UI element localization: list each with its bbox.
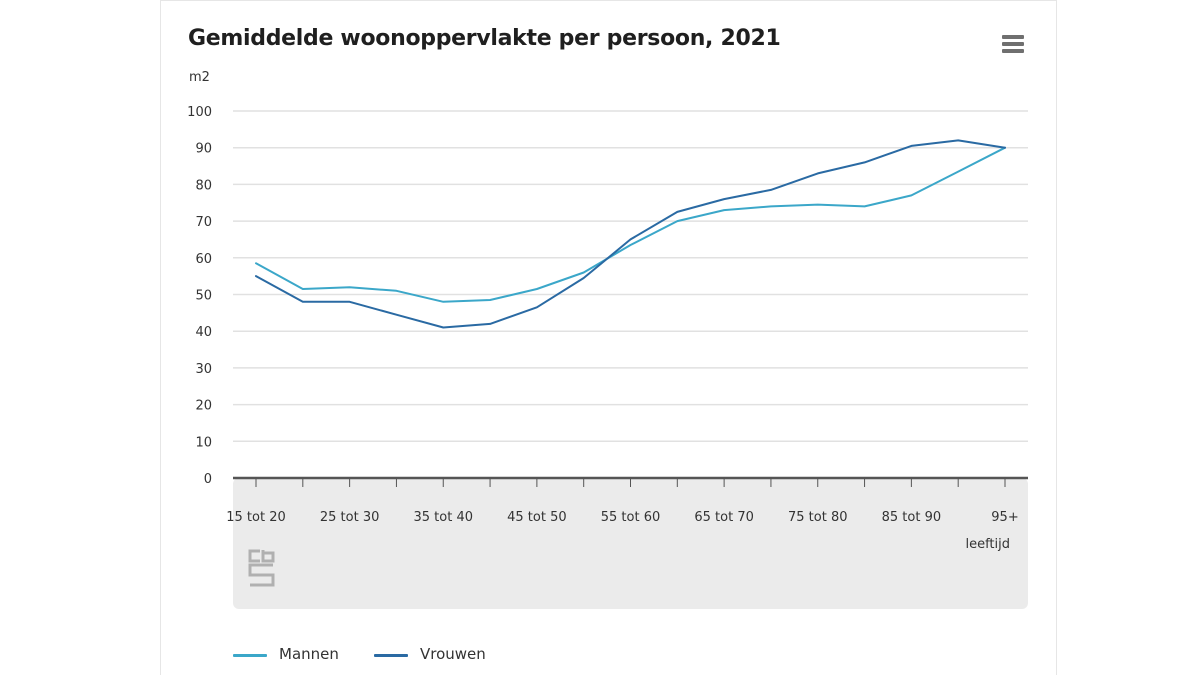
frame-right-border [1056, 0, 1057, 675]
y-tick-label-0: 0 [204, 472, 212, 487]
legend-label-mannen: Mannen [279, 645, 339, 663]
frame-left-border [160, 0, 161, 675]
cbs-logo [248, 549, 275, 587]
series-line-vrouwen [255, 139, 1006, 329]
x-tick-label: 95+ [991, 510, 1018, 525]
chart-title: Gemiddelde woonoppervlakte per persoon, … [188, 26, 781, 51]
y-tick-label-20: 20 [195, 399, 212, 414]
x-tick-label: 35 tot 40 [414, 510, 474, 525]
x-tick-label: 25 tot 30 [320, 510, 380, 525]
y-tick-label-90: 90 [195, 142, 212, 157]
x-tick-label: 65 tot 70 [694, 510, 754, 525]
x-axis-title: leeftijd [965, 537, 1010, 552]
y-tick-label-70: 70 [195, 215, 212, 230]
x-tick-label: 45 tot 50 [507, 510, 567, 525]
y-tick-label-30: 30 [195, 362, 212, 377]
frame-top-border [160, 0, 1057, 1]
y-tick-label-10: 10 [195, 435, 212, 450]
legend-swatch-vrouwen [374, 654, 408, 657]
y-tick-label-40: 40 [195, 325, 212, 340]
hamburger-menu-icon[interactable] [1000, 33, 1027, 56]
y-tick-label-100: 100 [187, 105, 212, 120]
legend-label-vrouwen: Vrouwen [420, 645, 486, 663]
plot-footer-background [233, 478, 1028, 609]
x-tick-label: 85 tot 90 [882, 510, 942, 525]
y-tick-label-60: 60 [195, 252, 212, 267]
legend-swatch-mannen [233, 654, 267, 657]
y-axis-unit-label: m2 [189, 70, 210, 85]
x-tick-label: 55 tot 60 [601, 510, 661, 525]
x-tick-label: 15 tot 20 [226, 510, 286, 525]
series-line-mannen [255, 146, 1006, 303]
y-tick-label-80: 80 [195, 178, 212, 193]
y-tick-label-50: 50 [195, 289, 212, 304]
x-tick-label: 75 tot 80 [788, 510, 848, 525]
